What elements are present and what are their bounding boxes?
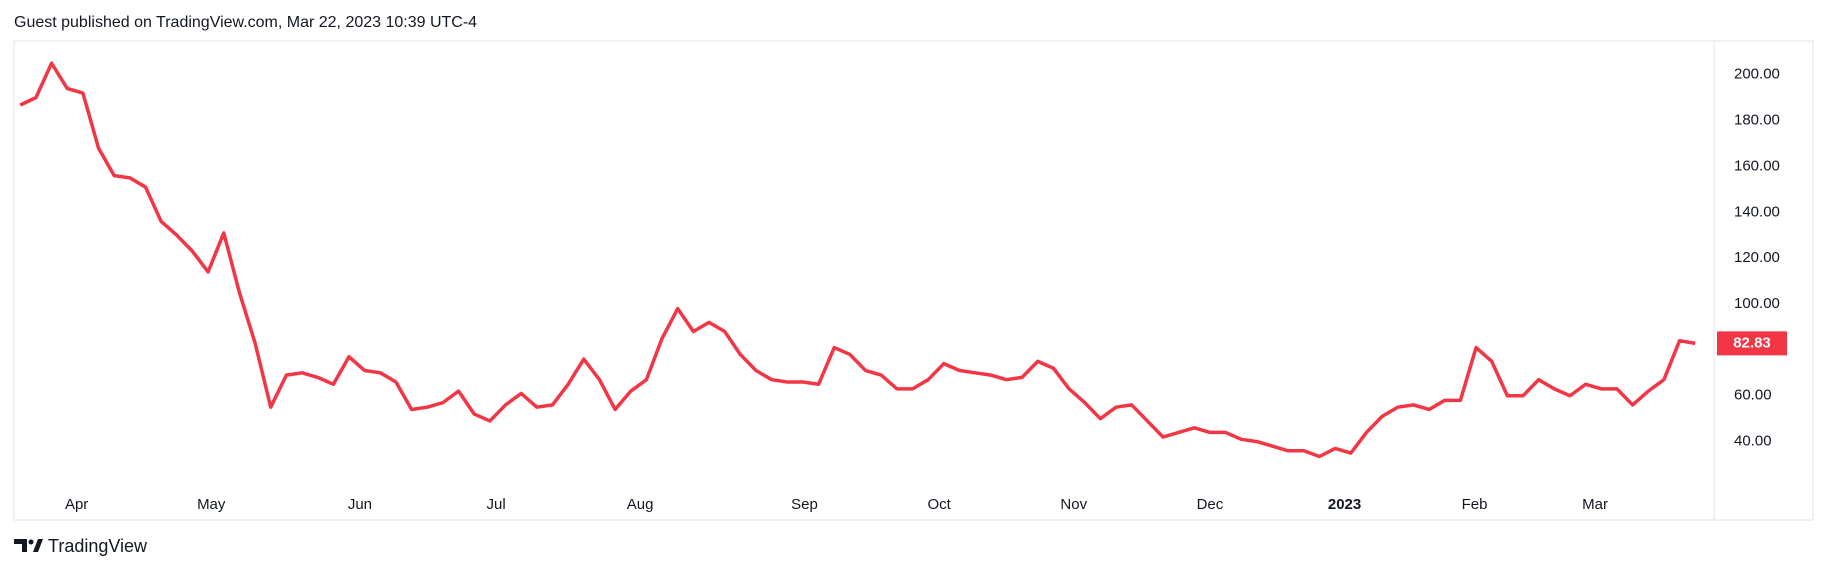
y-tick-label: 160.00	[1734, 157, 1780, 174]
x-tick-label: Apr	[65, 496, 88, 513]
y-tick-label: 180.00	[1734, 112, 1780, 129]
y-tick-label: 40.00	[1734, 433, 1772, 450]
x-tick-label: Jul	[487, 496, 506, 513]
tradingview-logo	[14, 539, 43, 552]
x-tick-label: Mar	[1582, 496, 1608, 513]
y-tick-label: 140.00	[1734, 203, 1780, 220]
y-tick-label: 200.00	[1734, 66, 1780, 83]
x-tick-label: Dec	[1197, 496, 1224, 513]
x-tick-label: Sep	[791, 496, 818, 513]
price-line	[19, 61, 1696, 459]
footer-brand: TradingView	[48, 536, 148, 556]
chart-frame	[13, 40, 1814, 521]
x-tick-label: Oct	[927, 496, 951, 513]
last-price-box	[1717, 331, 1787, 356]
x-tick-label: 2023	[1328, 496, 1361, 513]
last-price-label: 82.83	[1733, 334, 1771, 351]
publish-info: Guest published on TradingView.com, Mar …	[14, 14, 477, 31]
x-tick-label: Jun	[348, 496, 372, 513]
x-tick-label: May	[197, 496, 226, 513]
y-tick-label: 60.00	[1734, 387, 1772, 404]
x-tick-label: Aug	[627, 496, 654, 513]
y-tick-label: 100.00	[1734, 295, 1780, 312]
x-tick-label: Nov	[1060, 496, 1087, 513]
x-tick-label: Feb	[1462, 496, 1488, 513]
y-tick-label: 120.00	[1734, 249, 1780, 266]
